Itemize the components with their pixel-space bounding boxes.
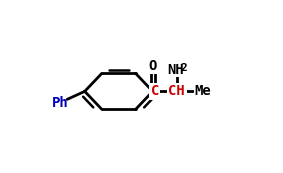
Text: 2: 2 (181, 63, 187, 73)
Text: Me: Me (194, 84, 211, 98)
Text: C: C (151, 84, 159, 98)
Text: Ph: Ph (52, 96, 69, 110)
Text: NH: NH (167, 63, 184, 77)
Text: O: O (149, 59, 157, 73)
Text: CH: CH (168, 84, 185, 98)
